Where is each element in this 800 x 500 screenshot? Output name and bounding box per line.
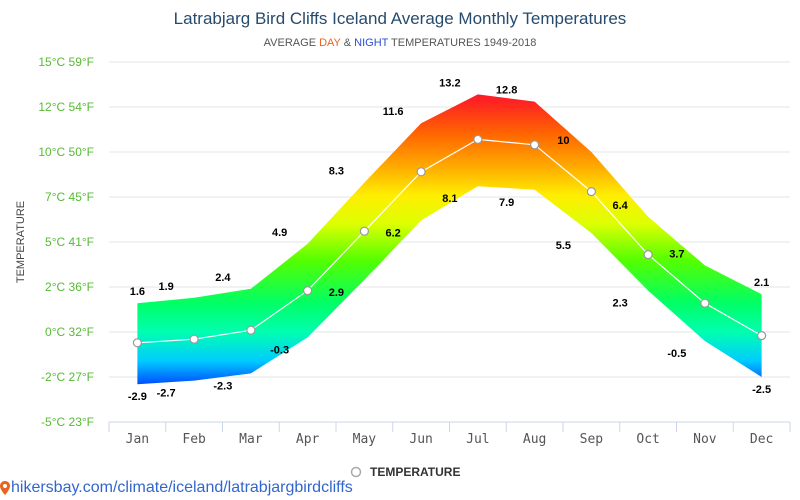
day-value-label: 3.7 — [669, 248, 684, 260]
temperature-band — [137, 94, 762, 385]
x-tick-label: Nov — [693, 432, 717, 447]
y-tick-label: 2°C 36°F — [45, 280, 94, 294]
subtitle-suffix: TEMPERATURES 1949-2018 — [388, 37, 536, 49]
legend[interactable]: TEMPERATURE — [350, 465, 461, 479]
chart-title: Latrabjarg Bird Cliffs Iceland Average M… — [174, 9, 627, 28]
subtitle-day: DAY — [319, 37, 341, 49]
night-value-label: -2.5 — [752, 384, 771, 396]
source-url[interactable]: hikersbay.com/climate/iceland/latrabjarg… — [11, 479, 353, 496]
average-point[interactable] — [700, 298, 710, 308]
night-value-label: -2.7 — [157, 388, 176, 400]
source-link[interactable]: hikersbay.com/climate/iceland/latrabjarg… — [0, 479, 353, 497]
day-value-label: 8.3 — [329, 166, 344, 178]
day-value-label: 10 — [557, 135, 569, 147]
night-value-label: -0.5 — [667, 348, 686, 360]
night-value-label: 5.5 — [556, 240, 571, 252]
x-tick-label: Dec — [750, 432, 773, 447]
y-tick-label: -5°C 23°F — [41, 415, 94, 429]
y-tick-labels: 15°C 59°F 12°C 54°F 10°C 50°F 7°C 45°F 5°C 4… — [38, 55, 94, 429]
subtitle-prefix: AVERAGE — [264, 37, 319, 49]
average-point[interactable] — [416, 167, 426, 177]
average-point[interactable] — [586, 187, 596, 197]
average-point[interactable] — [246, 325, 256, 335]
average-line — [132, 134, 767, 348]
legend-marker-icon — [350, 466, 362, 478]
subtitle-night: NIGHT — [354, 37, 389, 49]
day-value-label: 11.6 — [383, 106, 404, 118]
day-value-label: 1.6 — [130, 286, 145, 298]
average-point[interactable] — [132, 338, 142, 348]
y-axis-label: TEMPERATURE — [15, 201, 27, 283]
x-tick-label: Apr — [296, 432, 320, 447]
y-tick-label: -2°C 27°F — [41, 370, 94, 384]
average-point[interactable] — [643, 250, 653, 260]
y-tick-label: 5°C 41°F — [45, 235, 94, 249]
day-value-label: 13.2 — [439, 77, 460, 89]
day-value-label: 6.4 — [612, 200, 628, 212]
average-point[interactable] — [303, 286, 313, 296]
x-tick-label: Aug — [523, 432, 546, 447]
x-tick-label: Jul — [466, 432, 489, 447]
chart-subtitle: AVERAGE DAY & NIGHT TEMPERATURES 1949-20… — [264, 37, 537, 49]
y-tick-label: 0°C 32°F — [45, 325, 94, 339]
x-tick-label: Oct — [636, 432, 659, 447]
average-point[interactable] — [757, 331, 767, 341]
day-value-label: 12.8 — [496, 85, 517, 97]
night-value-label: 6.2 — [385, 227, 400, 239]
day-value-label: 2.4 — [215, 272, 231, 284]
night-value-label: -2.9 — [128, 391, 147, 403]
y-tick-label: 12°C 54°F — [38, 100, 94, 114]
x-tick-label: Mar — [239, 432, 263, 447]
average-temperature-line — [137, 138, 762, 344]
x-tick-label: May — [353, 432, 377, 447]
night-value-label: 7.9 — [499, 197, 514, 209]
data-labels: 1.6 -2.9 1.9 -2.7 2.4 -2.3 4.9 -0.3 8.3 2.9 11.6 6.… — [128, 77, 771, 403]
night-value-label: 2.3 — [612, 298, 627, 310]
y-tick-label: 10°C 50°F — [38, 145, 94, 159]
day-value-label: 1.9 — [158, 281, 173, 293]
y-tick-label: 15°C 59°F — [38, 55, 94, 69]
x-tick-label: Jan — [126, 432, 149, 447]
x-axis: Jan Feb Mar Apr May Jun Jul Aug Sep Oct Nov Dec — [108, 421, 791, 447]
average-point[interactable] — [473, 134, 483, 144]
x-tick-label: Sep — [580, 432, 604, 447]
x-tick-label: Jun — [409, 432, 432, 447]
legend-label[interactable]: TEMPERATURE — [370, 465, 460, 479]
map-pin-icon — [0, 481, 10, 495]
day-value-label: 4.9 — [272, 227, 287, 239]
average-point[interactable] — [359, 226, 369, 236]
average-point[interactable] — [189, 334, 199, 344]
day-value-label: 2.1 — [754, 277, 769, 289]
day-night-band — [137, 94, 762, 385]
night-value-label: -0.3 — [270, 344, 289, 356]
night-value-label: 8.1 — [442, 193, 457, 205]
subtitle-amp: & — [341, 37, 354, 49]
x-tick-label: Feb — [182, 432, 206, 447]
y-tick-label: 7°C 45°F — [45, 190, 94, 204]
average-point[interactable] — [530, 140, 540, 150]
night-value-label: 2.9 — [329, 287, 344, 299]
night-value-label: -2.3 — [213, 380, 232, 392]
